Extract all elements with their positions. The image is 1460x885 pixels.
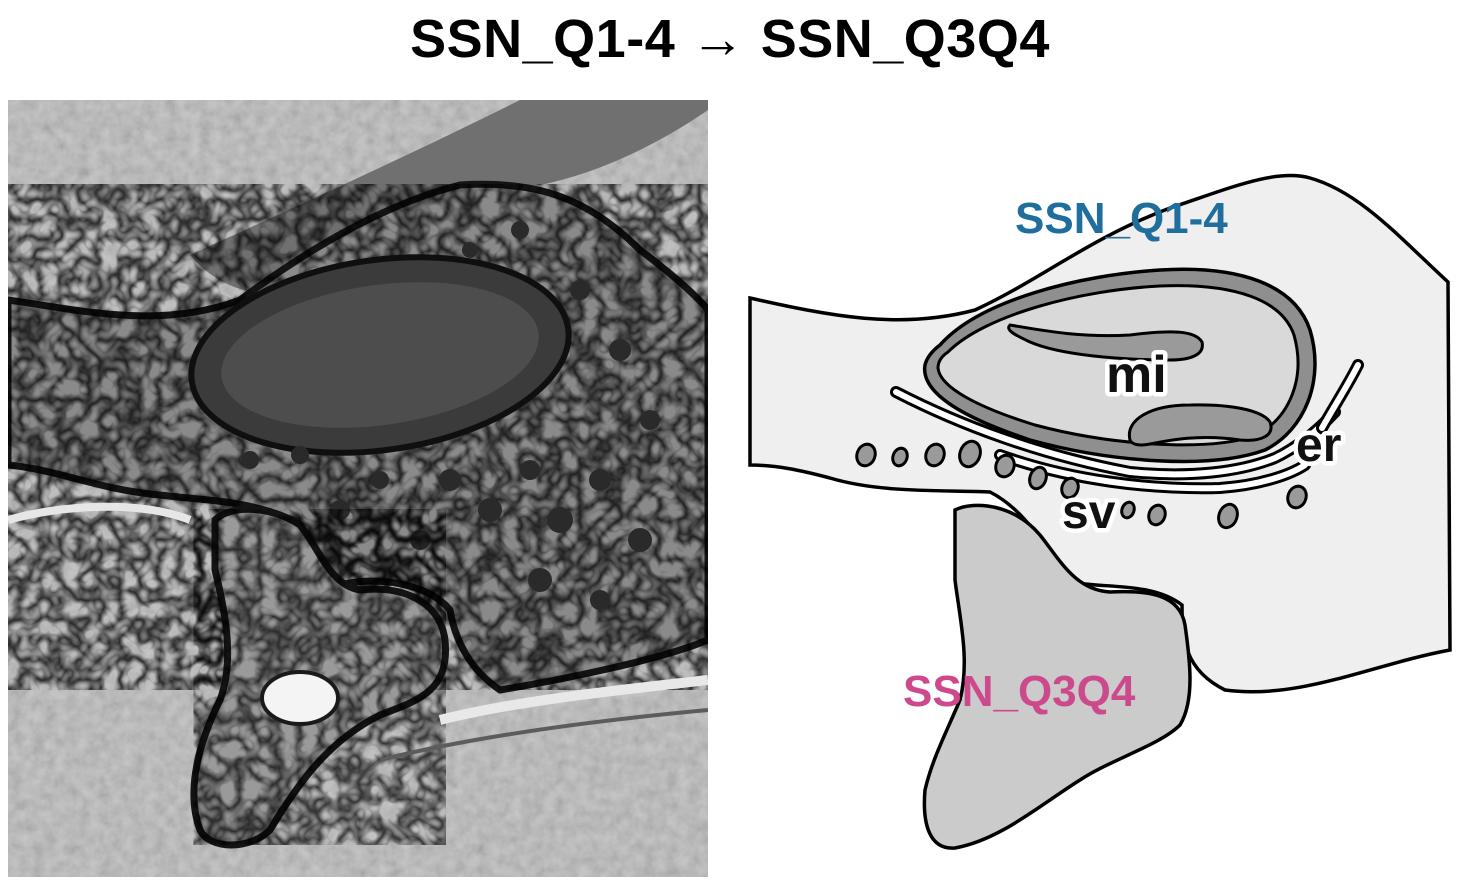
label-postsynaptic: SSN_Q3Q4 bbox=[903, 667, 1136, 716]
label-presynaptic: SSN_Q1-4 bbox=[1015, 194, 1228, 243]
label-sv: sv bbox=[1062, 486, 1116, 539]
vesicle bbox=[924, 442, 946, 468]
schematic: SSN_Q1-4 SSN_Q3Q4 mi er sv bbox=[748, 173, 1452, 850]
em-vesicles bbox=[241, 221, 660, 610]
vesicle bbox=[1217, 502, 1239, 530]
vesicle bbox=[1060, 476, 1080, 500]
label-er: er bbox=[1296, 419, 1341, 472]
synaptic-vesicles bbox=[855, 439, 1308, 530]
vesicle bbox=[1286, 484, 1308, 510]
mitochondrion-crista-upper bbox=[1007, 323, 1204, 362]
vesicle bbox=[891, 446, 909, 468]
vesicle bbox=[958, 439, 982, 469]
label-mitochondrion: mi bbox=[1106, 346, 1167, 404]
vesicle bbox=[1028, 465, 1048, 491]
endoplasmic-reticulum bbox=[890, 359, 1364, 495]
vesicle bbox=[1120, 500, 1136, 520]
figure-title: SSN_Q1-4 → SSN_Q3Q4 bbox=[410, 9, 1050, 69]
em-micrograph bbox=[8, 100, 708, 877]
postsynaptic-spine-shape bbox=[922, 503, 1192, 850]
vesicle bbox=[994, 453, 1016, 479]
vesicle bbox=[855, 442, 877, 468]
vesicle bbox=[1147, 503, 1167, 527]
mitochondrion-crista-lower bbox=[1127, 403, 1273, 447]
